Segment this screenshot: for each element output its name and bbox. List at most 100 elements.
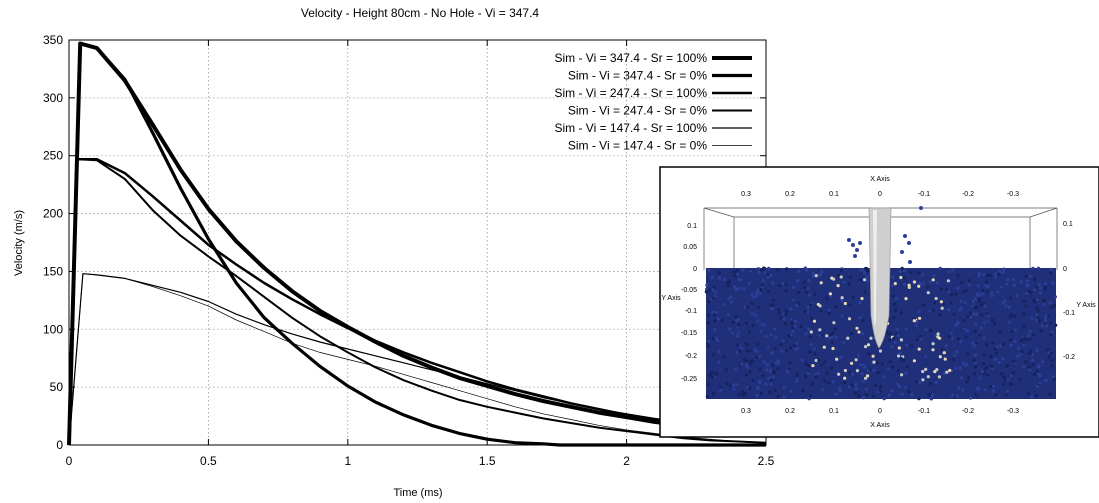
particle: [917, 347, 921, 351]
particle: [891, 294, 895, 298]
particle: [843, 301, 847, 306]
particle: [1035, 306, 1039, 310]
particle: [986, 284, 990, 288]
inset-left-tick-label: 0.05: [683, 244, 697, 251]
particle: [1035, 318, 1039, 322]
particle: [812, 275, 816, 279]
particle: [742, 287, 746, 291]
particle: [1013, 314, 1017, 318]
particle: [990, 291, 994, 295]
particle: [858, 278, 863, 282]
particle: [776, 394, 780, 399]
particle: [837, 372, 841, 376]
particle: [791, 326, 795, 330]
particle: [705, 394, 709, 398]
particle: [766, 275, 770, 279]
particle: [995, 345, 999, 349]
particle: [754, 355, 758, 359]
inset-top-tick-label: -0.2: [962, 191, 974, 198]
particle: [990, 294, 994, 298]
inset-bottom-axis-label: X Axis: [870, 422, 890, 429]
particle: [819, 272, 823, 276]
ejected-particle: [853, 254, 857, 258]
particle: [743, 305, 747, 309]
particle: [976, 293, 980, 297]
particle: [855, 326, 859, 330]
inset-bottom-tick-label: 0: [878, 408, 882, 415]
particle: [797, 269, 801, 273]
particle: [942, 302, 946, 306]
particle: [768, 390, 772, 394]
particle: [969, 315, 973, 319]
particle: [810, 382, 814, 386]
particle: [751, 323, 755, 327]
particle: [766, 273, 770, 277]
x-tick-labels: 0 0.5 1 1.5 2 2.5: [66, 454, 775, 468]
particle: [974, 322, 978, 326]
particle: [1028, 337, 1032, 341]
particle: [1022, 365, 1026, 369]
particle: [980, 370, 985, 374]
particle: [750, 292, 754, 296]
ejected-particle: [858, 241, 862, 245]
particle: [900, 392, 904, 396]
particle: [921, 272, 925, 276]
particle: [973, 344, 977, 348]
legend-label: Sim - Vi = 147.4 - Sr = 0%: [568, 139, 708, 153]
particle: [779, 343, 784, 347]
particle: [955, 322, 960, 326]
particle: [766, 289, 771, 293]
particle: [711, 336, 716, 340]
particle: [1008, 320, 1012, 324]
particle: [887, 367, 891, 371]
particle: [932, 274, 936, 278]
particle: [909, 271, 913, 275]
particle: [928, 382, 933, 386]
particle: [795, 377, 800, 381]
particle: [770, 351, 774, 355]
particle: [959, 306, 963, 310]
particle: [766, 345, 770, 349]
particle: [805, 268, 809, 272]
particle: [947, 269, 951, 274]
particle: [731, 384, 735, 388]
particle: [945, 288, 949, 292]
particle: [882, 375, 886, 379]
particle: [1022, 312, 1026, 316]
particle: [771, 281, 775, 285]
particle: [808, 334, 813, 339]
particle: [853, 391, 858, 395]
particle: [756, 267, 761, 271]
particle: [826, 381, 831, 385]
particle: [754, 294, 759, 298]
particle: [782, 395, 786, 399]
particle: [848, 371, 852, 375]
particle: [820, 270, 824, 274]
particle: [789, 389, 793, 393]
particle: [1038, 291, 1043, 295]
particle: [840, 296, 844, 300]
particle: [940, 347, 944, 351]
particle: [733, 274, 737, 278]
inset-right-axis-label: Y Axis: [1076, 302, 1096, 309]
particle: [705, 283, 709, 287]
particle: [748, 330, 752, 334]
particle: [973, 296, 977, 300]
inset-bottom-tick-label: 0.3: [741, 408, 751, 415]
particle: [839, 275, 843, 279]
particle: [902, 282, 907, 286]
x-tick-label: 2: [623, 454, 630, 468]
particle: [981, 288, 985, 292]
particle: [807, 327, 811, 331]
particle: [1015, 294, 1019, 298]
particle: [834, 305, 838, 309]
inset-left-tick-label: -0.1: [685, 308, 697, 315]
particle: [784, 312, 788, 316]
particle: [971, 341, 975, 345]
particle: [825, 296, 829, 300]
particle: [973, 365, 978, 369]
particle: [897, 346, 901, 350]
legend-label: Sim - Vi = 147.4 - Sr = 100%: [554, 121, 707, 135]
ejected-particle: [855, 248, 859, 252]
ejected-particle: [847, 238, 851, 242]
